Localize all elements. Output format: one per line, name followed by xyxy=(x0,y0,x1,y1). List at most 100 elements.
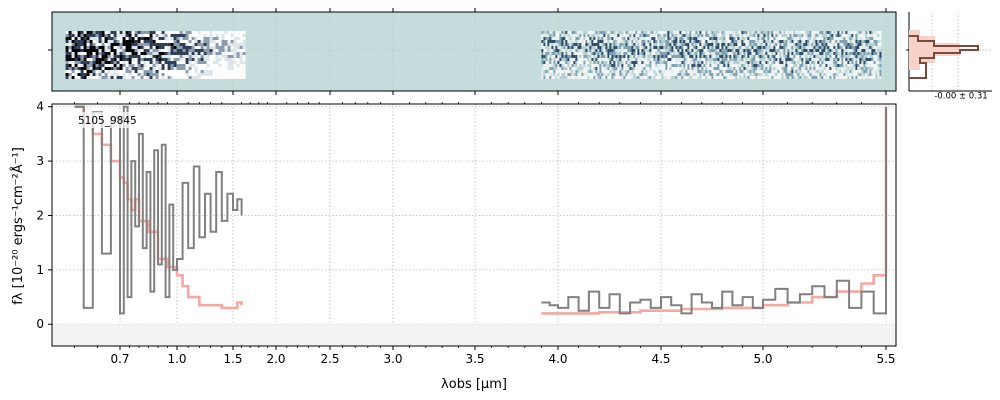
spectrum-2d-pixel xyxy=(769,70,772,73)
spectrum-2d-pixel xyxy=(779,64,782,67)
spectrum-2d-pixel xyxy=(875,76,878,79)
spectrum-2d-pixel xyxy=(781,52,784,55)
spectrum-2d-pixel xyxy=(779,76,782,79)
spectrum-2d-pixel xyxy=(797,61,800,64)
spectrum-2d-pixel xyxy=(71,52,75,55)
spectrum-2d-pixel xyxy=(601,31,604,34)
spectrum-2d-pixel xyxy=(559,58,562,61)
spectrum-2d-pixel xyxy=(577,70,580,73)
spectrum-2d-pixel xyxy=(763,70,766,73)
spectrum-2d-pixel xyxy=(631,43,634,46)
spectrum-2d-pixel xyxy=(599,40,602,43)
spectrum-2d-pixel xyxy=(625,31,628,34)
spectrum-2d-pixel xyxy=(647,55,650,58)
spectrum-2d-pixel xyxy=(593,67,596,70)
spectrum-2d-pixel xyxy=(789,76,792,79)
spectrum-2d-pixel xyxy=(787,34,790,37)
spectrum-2d-pixel xyxy=(101,61,105,64)
spectrum-2d-pixel xyxy=(665,34,668,37)
spectrum-2d-pixel xyxy=(827,52,830,55)
spectrum-2d-pixel xyxy=(623,37,626,40)
spectrum-2d-pixel xyxy=(665,52,668,55)
spectrum-2d-pixel xyxy=(86,46,90,49)
spectrum-2d-pixel xyxy=(609,37,612,40)
spectrum-2d-pixel xyxy=(110,37,114,40)
spectrum-2d-pixel xyxy=(673,37,676,40)
spectrum-2d-pixel xyxy=(727,73,730,76)
spectrum-2d-pixel xyxy=(717,70,720,73)
spectrum-2d-pixel xyxy=(827,55,830,58)
spectrum-2d-pixel xyxy=(611,52,614,55)
spectrum-2d-pixel xyxy=(599,43,602,46)
spectrum-2d-pixel xyxy=(617,31,620,34)
spectrum-2d-pixel xyxy=(877,46,880,49)
spectrum-2d-pixel xyxy=(855,52,858,55)
spectrum-2d-pixel xyxy=(619,40,622,43)
spectrum-2d-pixel xyxy=(591,55,594,58)
spectrum-2d-pixel xyxy=(681,49,684,52)
spectrum-2d-pixel xyxy=(635,70,638,73)
spectrum-2d-pixel xyxy=(849,43,852,46)
spectrum-2d-pixel xyxy=(565,73,568,76)
spectrum-2d-pixel xyxy=(691,31,694,34)
spectrum-2d-pixel xyxy=(173,67,177,70)
spectrum-2d-pixel xyxy=(565,49,568,52)
spectrum-2d-pixel xyxy=(203,40,207,43)
spectrum-2d-pixel xyxy=(777,40,780,43)
spectrum-2d-pixel xyxy=(591,70,594,73)
spectrum-2d-pixel xyxy=(194,67,198,70)
spectrum-2d-pixel xyxy=(571,73,574,76)
spectrum-2d-pixel xyxy=(665,37,668,40)
spectrum-2d-pixel xyxy=(693,67,696,70)
spectrum-2d-pixel xyxy=(545,70,548,73)
spectrum-2d-pixel xyxy=(711,73,714,76)
spectrum-2d-pixel xyxy=(769,49,772,52)
spectrum-2d-pixel xyxy=(71,46,75,49)
spectrum-2d-pixel xyxy=(857,40,860,43)
spectrum-2d-pixel xyxy=(116,49,120,52)
spectrum-2d-pixel xyxy=(98,73,102,76)
spectrum-2d-pixel xyxy=(218,46,222,49)
spectrum-2d-pixel xyxy=(795,40,798,43)
spectrum-2d-pixel xyxy=(593,76,596,79)
spectrum-2d-pixel xyxy=(861,31,864,34)
spectrum-2d-pixel xyxy=(80,64,84,67)
spectrum-2d-pixel xyxy=(609,49,612,52)
spectrum-2d-pixel xyxy=(785,61,788,64)
spectrum-2d-pixel xyxy=(769,34,772,37)
spectrum-2d-pixel xyxy=(777,58,780,61)
spectrum-2d-pixel xyxy=(609,67,612,70)
spectrum-2d-pixel xyxy=(194,64,198,67)
spectrum-2d-pixel xyxy=(551,58,554,61)
spectrum-2d-pixel xyxy=(727,46,730,49)
spectrum-2d-pixel xyxy=(221,70,225,73)
spectrum-2d-pixel xyxy=(101,34,105,37)
spectrum-2d-pixel xyxy=(110,40,114,43)
spectrum-2d-pixel xyxy=(185,55,189,58)
spectrum-2d-pixel xyxy=(749,67,752,70)
spectrum-2d-pixel xyxy=(741,49,744,52)
spectrum-2d-pixel xyxy=(101,64,105,67)
spectrum-2d-pixel xyxy=(74,46,78,49)
spectrum-2d-pixel xyxy=(661,67,664,70)
spectrum-2d-pixel xyxy=(212,61,216,64)
spectrum-2d-pixel xyxy=(613,37,616,40)
spectrum-2d-pixel xyxy=(583,46,586,49)
spectrum-2d-pixel xyxy=(543,40,546,43)
spectrum-2d-pixel xyxy=(545,46,548,49)
spectrum-2d-pixel xyxy=(811,40,814,43)
spectrum-2d-pixel xyxy=(122,76,126,79)
spectrum-2d-pixel xyxy=(605,37,608,40)
spectrum-2d-pixel xyxy=(861,70,864,73)
spectrum-2d-pixel xyxy=(155,64,159,67)
spectrum-2d-pixel xyxy=(815,67,818,70)
spectrum-2d-pixel xyxy=(827,31,830,34)
spectrum-2d-pixel xyxy=(631,46,634,49)
spectrum-2d-pixel xyxy=(551,73,554,76)
spectrum-2d-pixel xyxy=(236,73,240,76)
spectrum-2d-pixel xyxy=(699,34,702,37)
spectrum-2d-pixel xyxy=(865,58,868,61)
spectrum-2d-pixel xyxy=(113,43,117,46)
spectrum-2d-pixel xyxy=(729,37,732,40)
spectrum-2d-pixel xyxy=(803,70,806,73)
